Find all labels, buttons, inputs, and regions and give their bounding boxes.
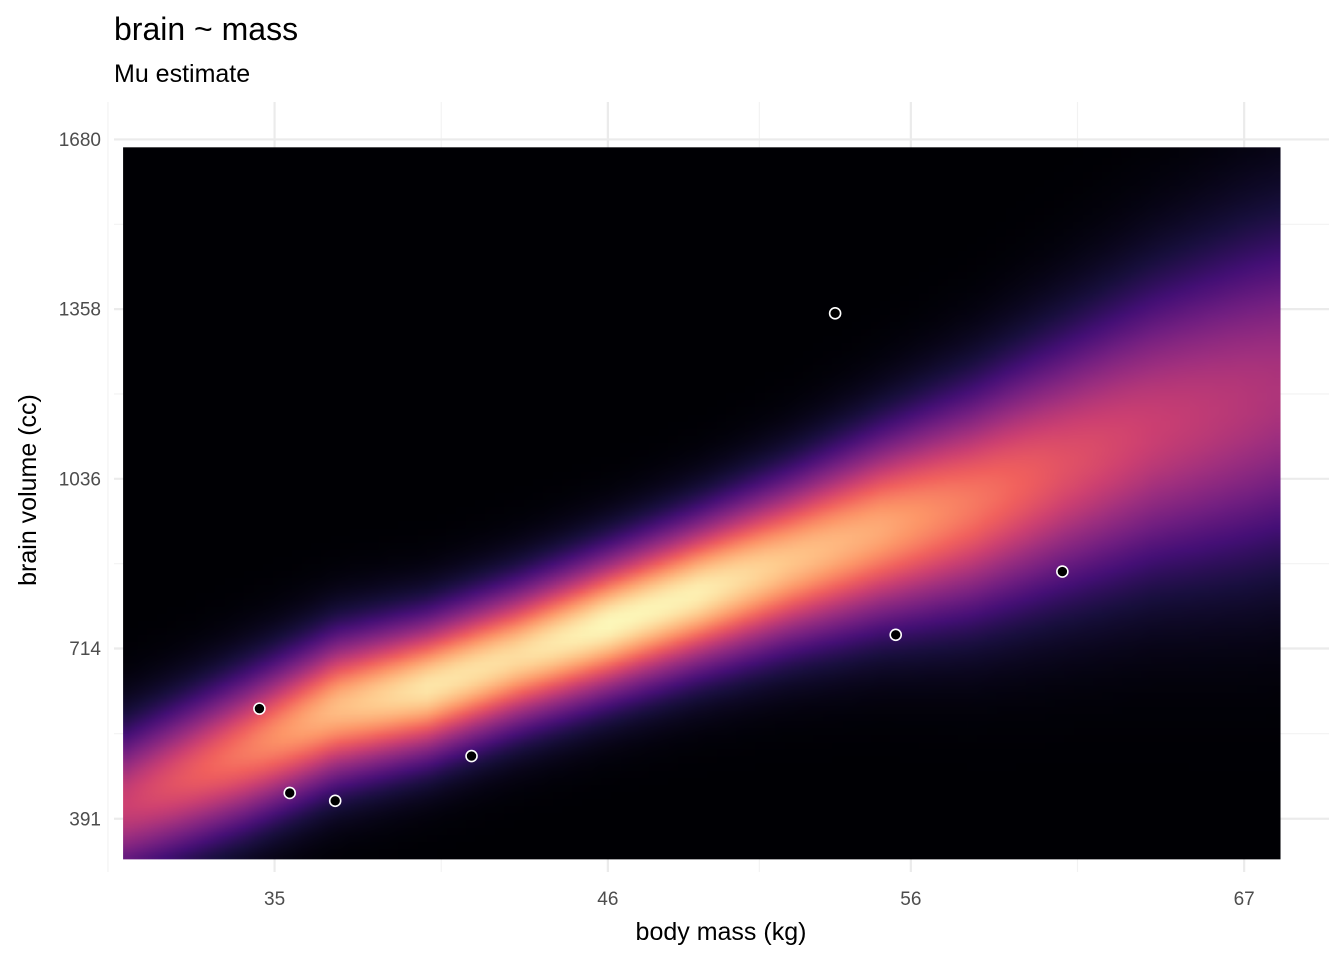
y-tick-label: 1358: [59, 300, 101, 321]
x-axis-ticks: 35 46 56 67: [264, 889, 1255, 910]
x-tick-label: 67: [1234, 889, 1255, 910]
y-tick-label: 714: [69, 639, 101, 660]
y-tick-label: 1036: [59, 469, 101, 490]
x-tick-label: 56: [900, 889, 921, 910]
density-heatmap: [123, 147, 1281, 860]
y-tick-label: 391: [69, 809, 101, 830]
x-tick-label: 35: [264, 889, 285, 910]
data-point: [465, 749, 478, 763]
data-point: [328, 794, 342, 808]
chart-title: brain ~ mass: [114, 11, 298, 47]
data-point: [889, 628, 903, 642]
y-axis-ticks: 391 714 1036 1358 1680: [59, 130, 102, 830]
data-point: [828, 307, 842, 320]
data-point: [253, 702, 266, 715]
chart-subtitle: Mu estimate: [114, 60, 250, 88]
x-tick-label: 46: [597, 889, 618, 910]
data-points: [253, 307, 1069, 808]
x-axis-title: body mass (kg): [636, 918, 807, 946]
y-tick-label: 1680: [59, 130, 101, 151]
data-point: [283, 786, 297, 800]
data-point: [1056, 565, 1069, 578]
heatmap-image: [123, 147, 1281, 860]
y-axis-title: brain volume (cc): [14, 394, 42, 586]
